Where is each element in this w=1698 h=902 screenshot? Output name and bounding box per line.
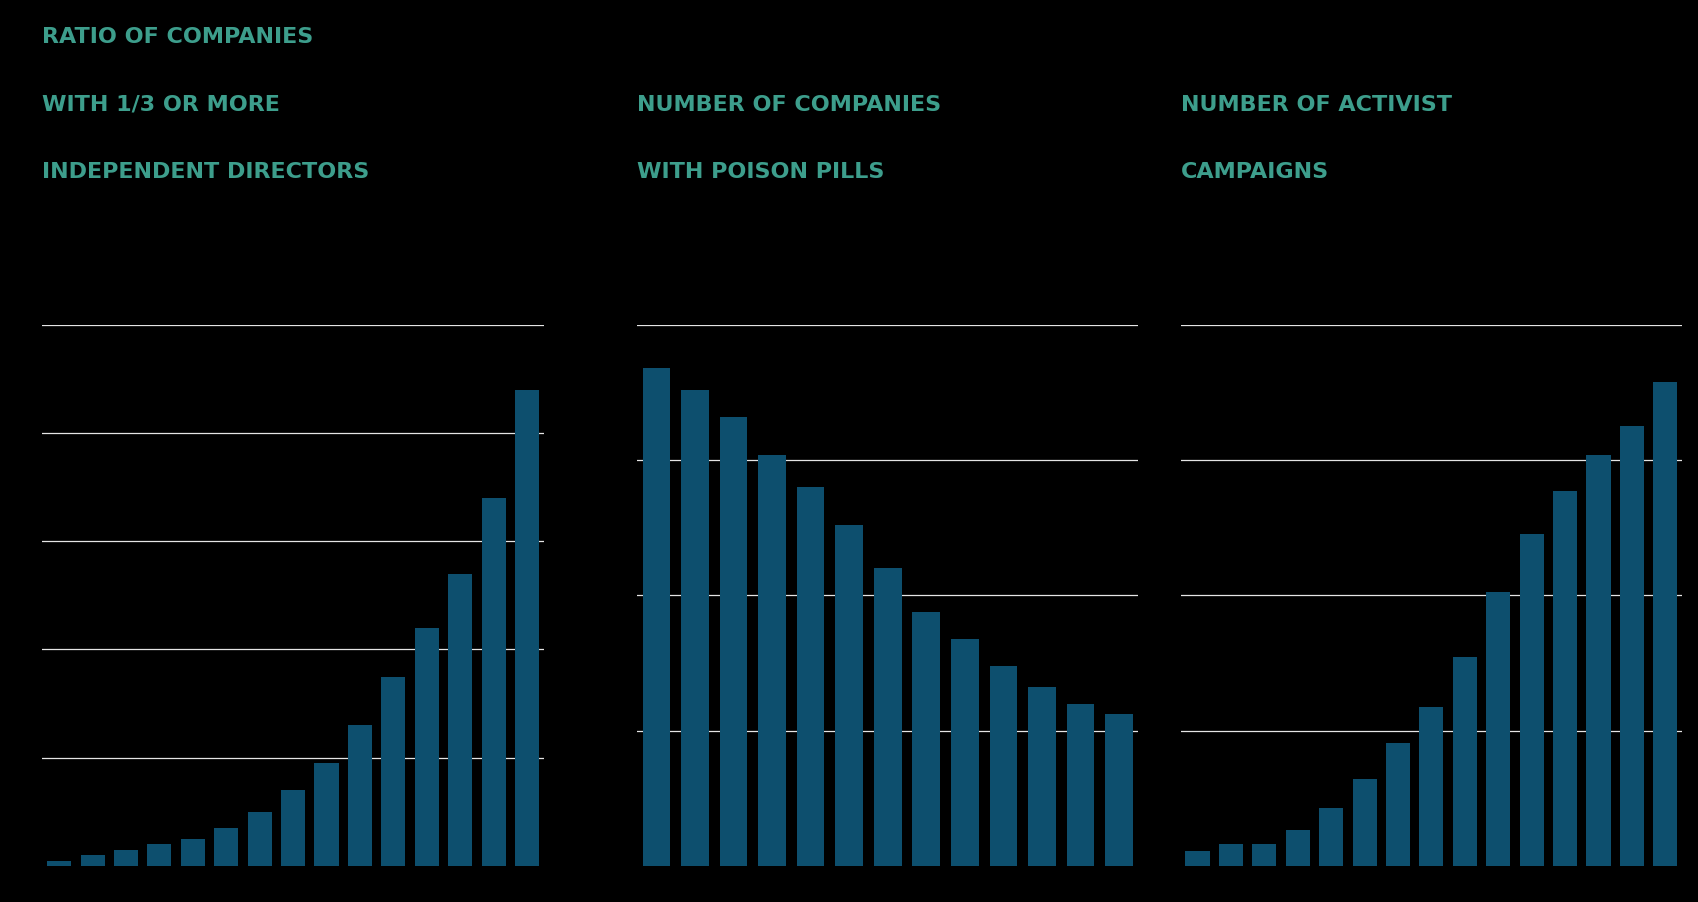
Bar: [1386, 743, 1409, 866]
Bar: [1552, 491, 1576, 866]
Bar: [835, 525, 863, 866]
Bar: [48, 861, 71, 866]
Bar: [1251, 844, 1275, 866]
Bar: [1185, 851, 1209, 866]
Bar: [114, 850, 138, 866]
Bar: [873, 568, 902, 866]
Bar: [1285, 830, 1309, 866]
Bar: [642, 368, 671, 866]
Text: NUMBER OF COMPANIES: NUMBER OF COMPANIES: [637, 95, 941, 115]
Bar: [80, 855, 105, 866]
Bar: [214, 828, 238, 866]
Bar: [380, 676, 406, 866]
Text: INDEPENDENT DIRECTORS: INDEPENDENT DIRECTORS: [42, 162, 370, 182]
Bar: [1418, 707, 1443, 866]
Bar: [1104, 714, 1133, 866]
Bar: [988, 666, 1017, 866]
Text: RATIO OF COMPANIES: RATIO OF COMPANIES: [42, 27, 314, 47]
Bar: [514, 390, 538, 866]
Bar: [481, 498, 506, 866]
Bar: [1452, 657, 1476, 866]
Bar: [720, 417, 747, 866]
Bar: [348, 725, 372, 866]
Text: WITH POISON PILLS: WITH POISON PILLS: [637, 162, 885, 182]
Bar: [1518, 534, 1543, 866]
Bar: [681, 390, 708, 866]
Bar: [314, 763, 338, 866]
Bar: [1027, 687, 1054, 866]
Bar: [148, 844, 171, 866]
Bar: [248, 812, 272, 866]
Bar: [912, 612, 939, 866]
Bar: [1066, 704, 1094, 866]
Bar: [951, 639, 978, 866]
Bar: [180, 839, 205, 866]
Bar: [796, 487, 824, 866]
Bar: [1586, 455, 1610, 866]
Bar: [1486, 592, 1510, 866]
Bar: [1318, 808, 1343, 866]
Bar: [280, 790, 306, 866]
Bar: [1652, 382, 1676, 866]
Bar: [757, 455, 786, 866]
Text: CAMPAIGNS: CAMPAIGNS: [1180, 162, 1328, 182]
Bar: [1352, 779, 1375, 866]
Bar: [1618, 426, 1644, 866]
Bar: [414, 628, 438, 866]
Text: WITH 1/3 OR MORE: WITH 1/3 OR MORE: [42, 95, 280, 115]
Text: NUMBER OF ACTIVIST: NUMBER OF ACTIVIST: [1180, 95, 1452, 115]
Bar: [1217, 844, 1243, 866]
Bar: [448, 574, 472, 866]
